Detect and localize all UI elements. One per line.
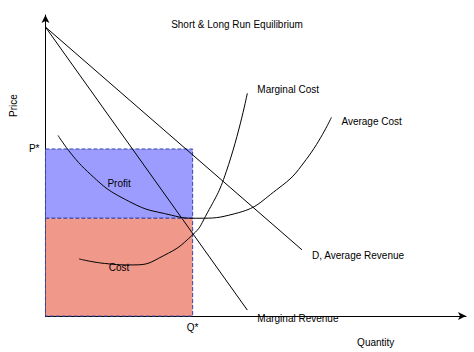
- svg-text:Average Cost: Average Cost: [341, 116, 402, 127]
- svg-text:Quantity: Quantity: [357, 337, 394, 348]
- svg-text:D, Average Revenue: D, Average Revenue: [312, 250, 405, 261]
- svg-text:Marginal Revenue: Marginal Revenue: [257, 313, 339, 324]
- svg-text:Short & Long Run Equilibrium: Short & Long Run Equilibrium: [171, 19, 303, 30]
- svg-text:Marginal Cost: Marginal Cost: [257, 84, 319, 95]
- svg-text:Q*: Q*: [187, 322, 199, 333]
- svg-text:P*: P*: [29, 143, 40, 154]
- svg-text:Price: Price: [8, 94, 19, 117]
- svg-text:Profit: Profit: [107, 178, 131, 189]
- svg-text:Cost: Cost: [109, 262, 130, 273]
